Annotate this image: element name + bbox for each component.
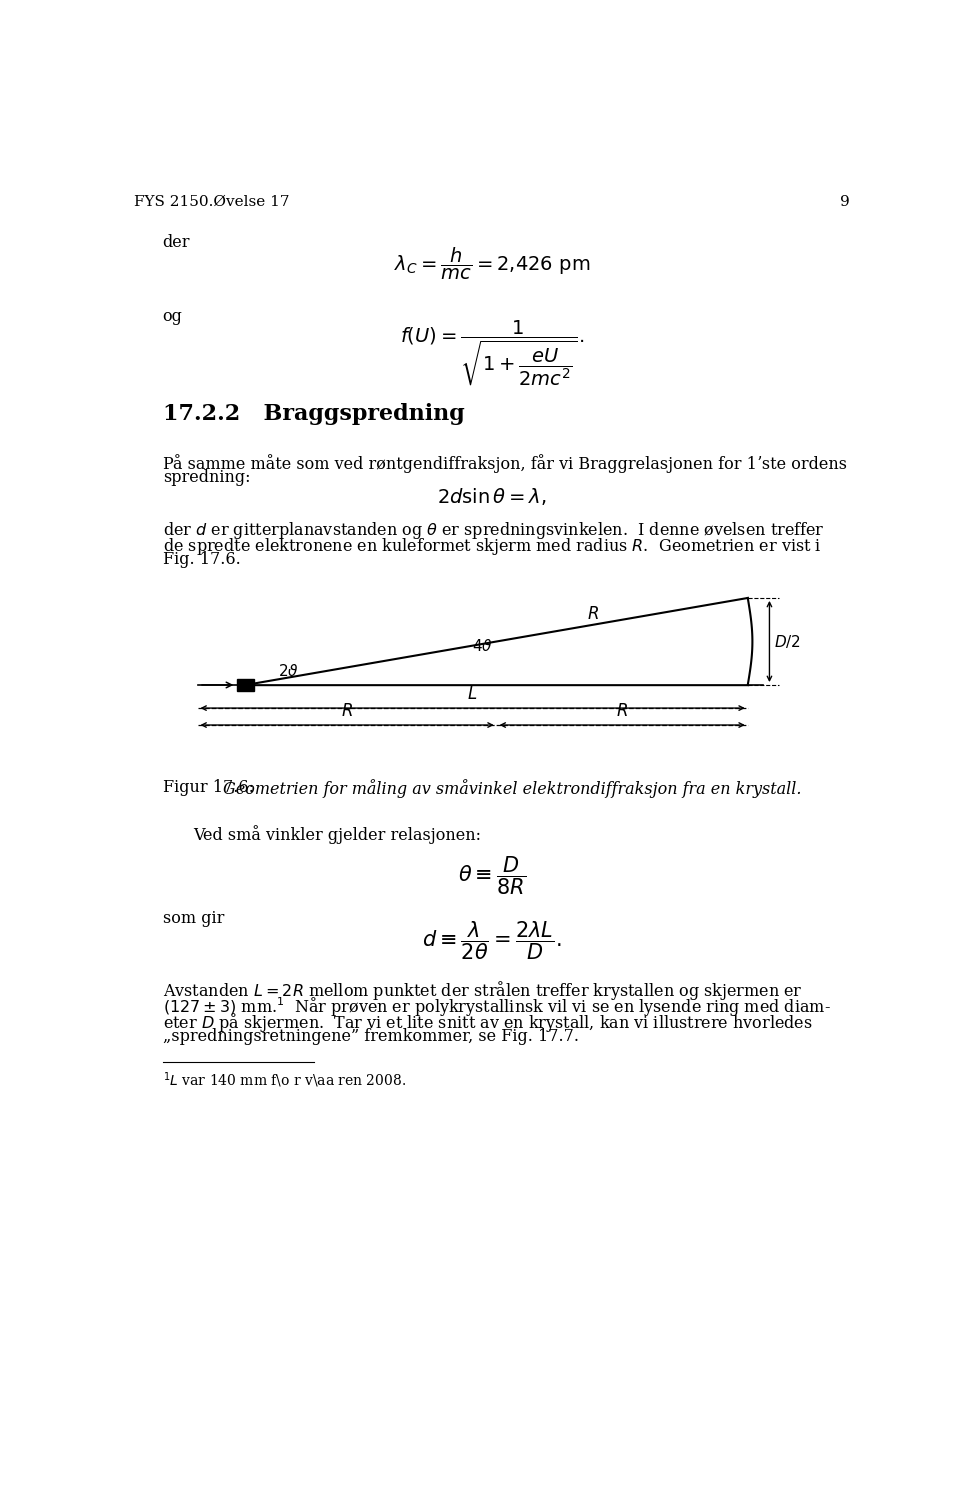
Text: $\theta \equiv \dfrac{D}{8R}$: $\theta \equiv \dfrac{D}{8R}$ (458, 854, 526, 898)
Text: $4\vartheta$: $4\vartheta$ (471, 637, 492, 654)
Text: spredning:: spredning: (162, 470, 251, 486)
Text: $L$: $L$ (468, 687, 478, 703)
Text: der $d$ er gitterplanavstanden og $\theta$ er spredningsvinkelen.  I denne øvels: der $d$ er gitterplanavstanden og $\thet… (162, 520, 825, 541)
Text: $2\vartheta$: $2\vartheta$ (278, 663, 299, 679)
Text: FYS 2150.Øvelse 17: FYS 2150.Øvelse 17 (134, 195, 290, 210)
Text: $f(U) = \dfrac{1}{\sqrt{1 + \dfrac{eU}{2mc^2}}}.$: $f(U) = \dfrac{1}{\sqrt{1 + \dfrac{eU}{2… (400, 318, 584, 388)
Text: Figur 17.6:: Figur 17.6: (162, 779, 259, 796)
Text: der: der (162, 233, 190, 251)
Text: de spredte elektronene en kuleformet skjerm med radius $R$.  Geometrien er vist : de spredte elektronene en kuleformet skj… (162, 535, 821, 557)
Bar (237, 679, 254, 691)
Text: Fig. 17.6.: Fig. 17.6. (162, 551, 240, 568)
Text: $R$: $R$ (616, 703, 628, 721)
Text: På samme måte som ved røntgendiffraksjon, får vi Braggrelasjonen for 1ʼste orden: På samme måte som ved røntgendiffraksjon… (162, 455, 847, 473)
Text: $2d\sin\theta = \lambda,$: $2d\sin\theta = \lambda,$ (437, 486, 547, 507)
Text: $R$: $R$ (588, 606, 599, 623)
Text: 17.2.2   Braggspredning: 17.2.2 Braggspredning (162, 403, 465, 425)
Text: Geometrien for måling av småvinkel elektrondiffraksjon fra en krystall.: Geometrien for måling av småvinkel elekt… (223, 779, 802, 798)
Text: som gir: som gir (162, 909, 224, 927)
Text: $D/2$: $D/2$ (774, 633, 801, 649)
Text: $(127 \pm 3)$ mm.$^1$  Når prøven er polykrystallinsk vil vi se en lysende ring : $(127 \pm 3)$ mm.$^1$ Når prøven er poly… (162, 996, 830, 1018)
Text: $d \equiv \dfrac{\lambda}{2\theta} = \dfrac{2\lambda L}{D}.$: $d \equiv \dfrac{\lambda}{2\theta} = \df… (422, 918, 562, 961)
Text: Avstanden $L = 2R$ mellom punktet der strålen treffer krystallen og skjermen er: Avstanden $L = 2R$ mellom punktet der st… (162, 979, 803, 1002)
Text: „spredningsretningene” fremkommer, se Fig. 17.7.: „spredningsretningene” fremkommer, se Fi… (162, 1028, 579, 1045)
Text: eter $D$ på skjermen.  Tar vi et lite snitt av en krystall, kan vi illustrere hv: eter $D$ på skjermen. Tar vi et lite sni… (162, 1012, 812, 1034)
Text: Ved små vinkler gjelder relasjonen:: Ved små vinkler gjelder relasjonen: (194, 825, 482, 844)
Text: $\lambda_C = \dfrac{h}{mc} = 2{,}426\ \mathrm{pm}$: $\lambda_C = \dfrac{h}{mc} = 2{,}426\ \m… (394, 247, 590, 282)
Text: 9: 9 (840, 195, 850, 210)
Text: $R$: $R$ (341, 703, 353, 721)
Text: og: og (162, 308, 182, 324)
Text: $^1$$L$ var 140 mm f\o r v\aa ren 2008.: $^1$$L$ var 140 mm f\o r v\aa ren 2008. (162, 1070, 406, 1089)
